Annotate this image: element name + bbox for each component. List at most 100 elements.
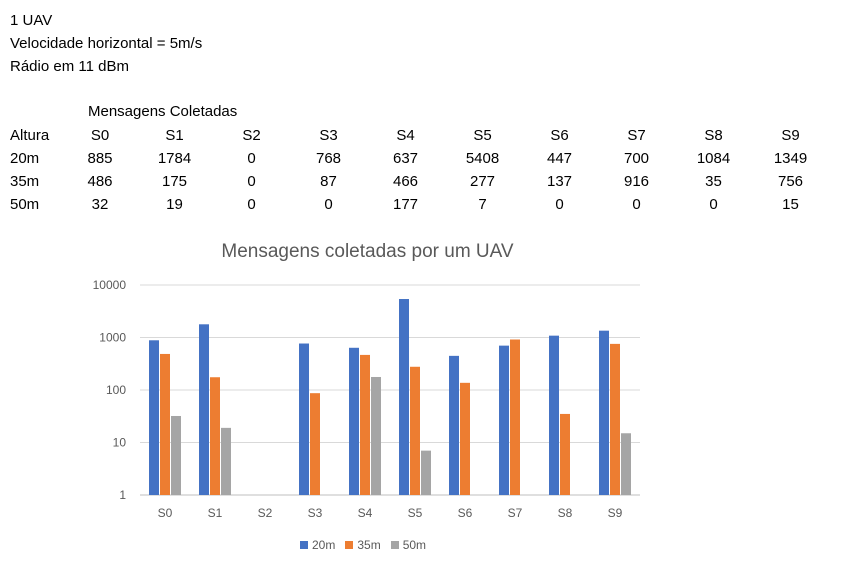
bar-50m-S5 — [421, 450, 431, 495]
table-cell: 885 — [87, 150, 113, 167]
column-header: S5 — [473, 127, 492, 144]
bar-35m-S4 — [360, 354, 370, 495]
x-tick-label: S9 — [608, 506, 623, 520]
x-tick-label: S7 — [508, 506, 523, 520]
bar-20m-S4 — [349, 347, 359, 495]
chart-plot: 1 10 100 1000 10000 S0 S1 S2 S3 S4 S5 S6 S7 S8 S9 — [93, 278, 640, 520]
table-cell: 175 — [161, 173, 188, 190]
table-cell: 0 — [247, 196, 256, 213]
legend-label: 35m — [357, 538, 381, 552]
column-header: S9 — [781, 127, 800, 144]
bar-chart: Mensagens coletadas por um UAV 1 10 100 100… — [0, 230, 848, 562]
row-label: 20m — [10, 150, 40, 167]
legend-label: 20m — [312, 538, 336, 552]
table-cell: 32 — [91, 196, 109, 213]
x-tick-label: S2 — [258, 506, 273, 520]
x-tick-label: S6 — [458, 506, 473, 520]
horizontal-speed-text: Velocidade horizontal = 5m/s — [10, 35, 203, 52]
table-cell: 0 — [632, 196, 641, 213]
y-tick-label: 10 — [113, 436, 127, 450]
table-cell: 35 — [705, 173, 722, 190]
table-cell: 277 — [469, 173, 496, 190]
bar-20m-S5 — [399, 299, 409, 495]
table-cell: 7 — [478, 196, 487, 213]
legend-swatch — [300, 541, 308, 549]
y-tick-label: 1 — [119, 488, 126, 502]
table-row: 35m 486 175 0 87 466 277 137 916 35 756 — [0, 170, 829, 193]
table-cell: 0 — [247, 173, 256, 190]
bar-20m-S9 — [599, 330, 609, 495]
table-cell: 0 — [247, 150, 256, 167]
column-header: S8 — [704, 127, 723, 144]
legend-item-50m: 50m — [390, 538, 427, 552]
table-cell: 87 — [320, 173, 337, 190]
x-tick-label: S1 — [208, 506, 223, 520]
bar-35m-S3 — [310, 393, 320, 495]
bar-35m-S6 — [460, 382, 470, 495]
column-header: S2 — [242, 127, 261, 144]
bar-35m-S1 — [210, 377, 220, 495]
x-tick-label: S8 — [558, 506, 573, 520]
column-header: S0 — [90, 127, 110, 144]
legend-item-20m: 20m — [300, 538, 335, 552]
bar-35m-S5 — [410, 366, 420, 495]
table-title: Mensagens Coletadas — [88, 103, 238, 120]
table-cell: 19 — [166, 196, 183, 213]
table-row: 50m 32 19 0 0 177 7 0 0 0 15 — [0, 193, 829, 216]
row-label: 50m — [10, 196, 40, 213]
column-header: S6 — [550, 127, 569, 144]
table-cell: 5408 — [465, 150, 500, 167]
legend-swatch — [345, 541, 354, 549]
bar-35m-S0 — [160, 353, 170, 495]
table-cell: 15 — [782, 196, 799, 213]
chart-legend: 20m 35m 50m — [300, 538, 426, 552]
table-cell: 1084 — [696, 150, 731, 167]
table-cell: 0 — [324, 196, 333, 213]
bar-20m-S1 — [199, 324, 209, 495]
table-cell: 1349 — [773, 150, 808, 167]
table-cell: 756 — [777, 173, 804, 190]
bar-20m-S3 — [299, 343, 309, 495]
x-tick-label: S4 — [358, 506, 373, 520]
bar-20m-S7 — [499, 345, 509, 495]
x-tick-label: S3 — [308, 506, 323, 520]
bar-35m-S7 — [510, 339, 520, 495]
table-cell: 700 — [623, 150, 650, 167]
column-header: S3 — [319, 127, 338, 144]
table-row: 20m 885 1784 0 768 637 5408 447 700 1084… — [0, 147, 829, 170]
y-tick-label: 1000 — [99, 331, 126, 345]
bar-50m-S0 — [171, 415, 181, 495]
column-header: S1 — [165, 127, 184, 144]
legend-label: 50m — [402, 538, 427, 552]
legend-item-35m: 35m — [345, 538, 381, 552]
bar-50m-S9 — [621, 433, 631, 495]
bar-35m-S8 — [560, 413, 570, 495]
table-cell: 0 — [555, 196, 564, 213]
table-cell: 447 — [546, 150, 573, 167]
x-tick-label: S5 — [408, 506, 423, 520]
table-cell: 466 — [392, 173, 419, 190]
radio-power-text: Rádio em 11 dBm — [10, 58, 129, 75]
table-cell: 137 — [546, 173, 573, 190]
bar-20m-S6 — [449, 355, 459, 495]
table-cell: 637 — [392, 150, 419, 167]
bar-20m-S8 — [549, 335, 559, 495]
table-cell: 768 — [315, 150, 342, 167]
table-cell: 1784 — [157, 150, 192, 167]
bar-50m-S4 — [371, 376, 381, 495]
table-header-row: Altura S0 S1 S2 S3 S4 S5 S6 S7 S8 S9 — [0, 124, 829, 147]
y-tick-label: 10000 — [93, 278, 127, 292]
chart-title: Mensagens coletadas por um UAV — [221, 241, 514, 262]
uav-count-text: 1 UAV — [10, 12, 53, 29]
bar-20m-S0 — [149, 340, 159, 495]
row-header-label: Altura — [10, 127, 50, 144]
table-cell: 177 — [392, 196, 419, 213]
column-header: S7 — [627, 127, 646, 144]
bar-35m-S9 — [610, 343, 620, 495]
x-tick-label: S0 — [158, 506, 173, 520]
table-cell: 486 — [87, 173, 113, 190]
legend-swatch — [390, 541, 399, 549]
table-cell: 916 — [623, 173, 650, 190]
bar-50m-S1 — [221, 427, 231, 495]
table-cell: 0 — [709, 196, 718, 213]
